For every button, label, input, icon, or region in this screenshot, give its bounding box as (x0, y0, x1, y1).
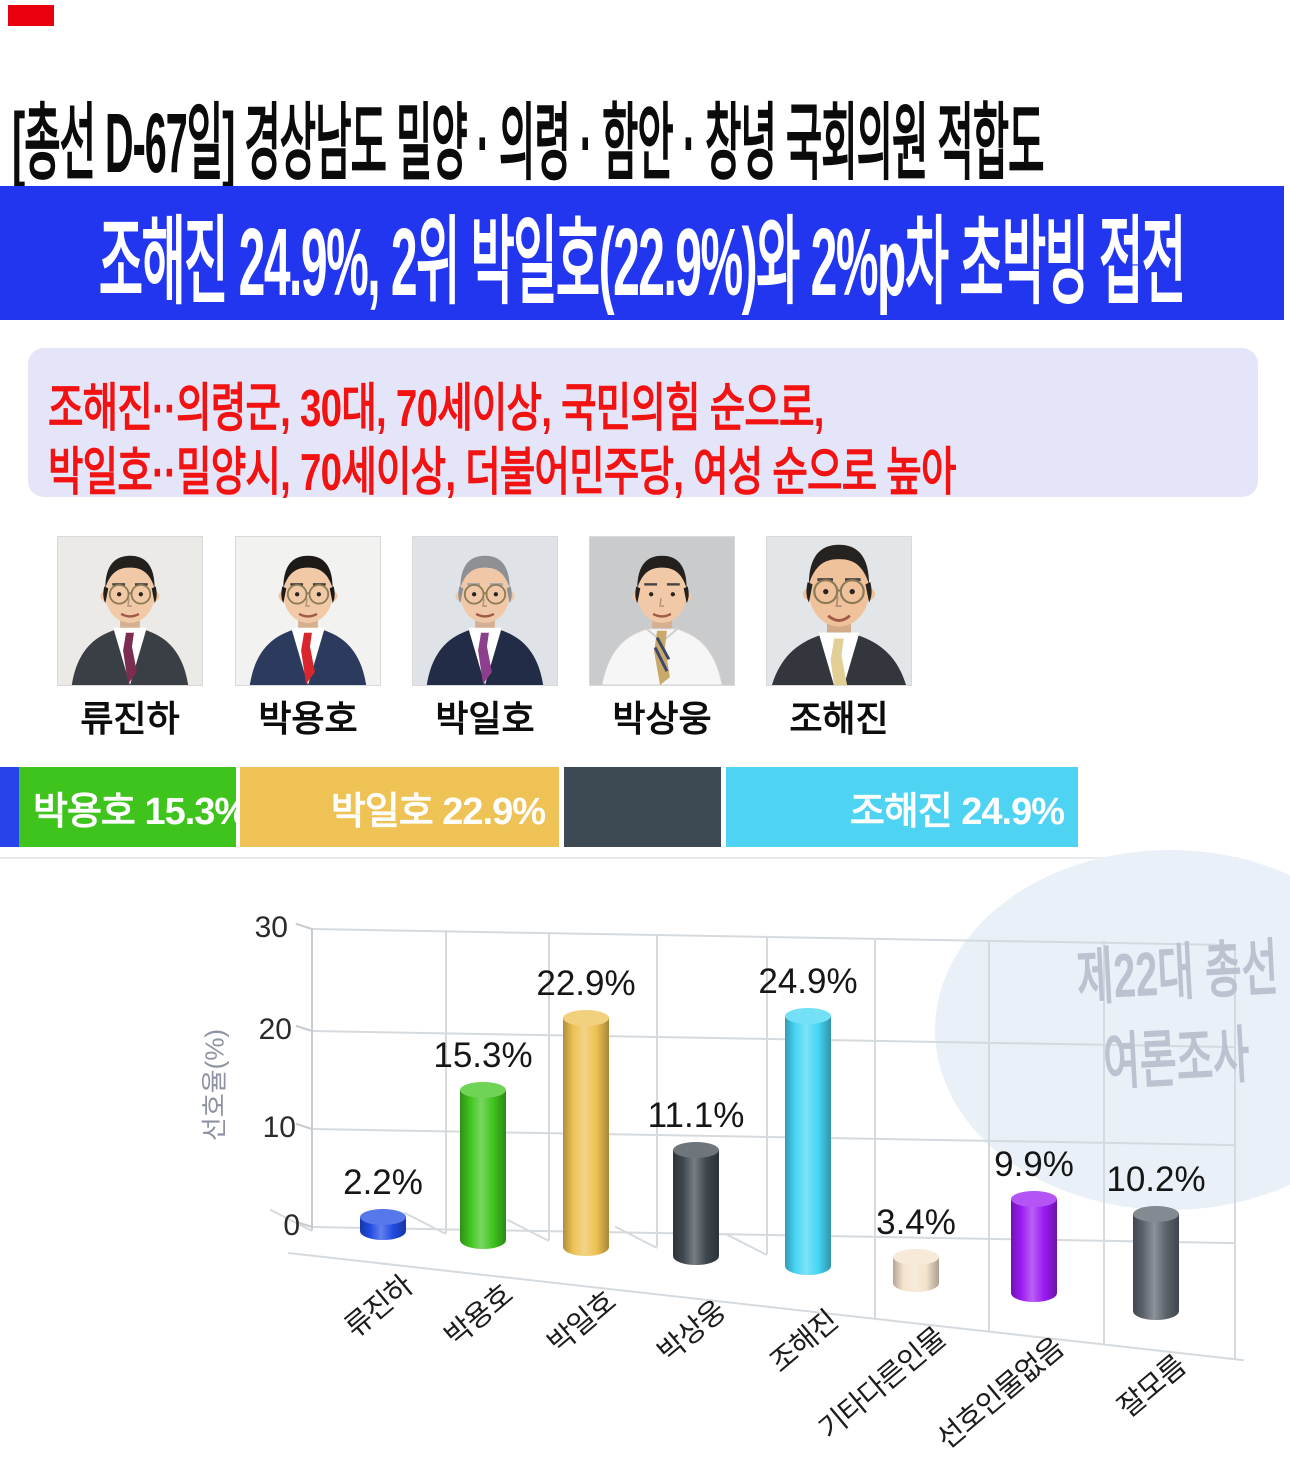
grid-vline (445, 930, 447, 1233)
y-tick-label: 10 (262, 1111, 296, 1144)
bar-value-label: 10.2% (1106, 1160, 1206, 1199)
candidate-photo (766, 536, 912, 686)
bar-value-label: 11.1% (647, 1096, 745, 1135)
grid-vline (874, 938, 876, 1318)
bar-cylinder (1133, 1214, 1179, 1320)
candidate-name: 조해진 (789, 698, 889, 739)
watermark-circle (935, 850, 1290, 1210)
category-label: 박일호 (542, 1286, 622, 1361)
bar-cylinder (785, 1016, 831, 1275)
summary-line-2: 박일호··밀양시, 70세이상, 더불어민주당, 여성 순으로 높아 (48, 444, 956, 502)
bar-value-label: 15.3% (433, 1036, 533, 1075)
grid-vline (766, 936, 768, 1254)
bar-cylinder-top (1133, 1206, 1179, 1222)
red-corner-mark (8, 5, 54, 26)
y-tick-label: 30 (254, 911, 288, 944)
candidate-photo (589, 536, 735, 686)
floor-depth-line (724, 1232, 768, 1256)
category-label: 조해진 (764, 1305, 844, 1380)
summary-box: 조해진··의령군, 30대, 70세이상, 국민의힘 순으로, 박일호··밀양시… (28, 348, 1258, 502)
bar-cylinder-top (1011, 1191, 1057, 1207)
bar-value-label: 2.2% (343, 1163, 423, 1202)
candidate-name: 박일호 (435, 698, 535, 739)
candidate-photo (235, 536, 381, 686)
page-title-text: [총선 D-67일] 경상남도 밀양 · 의령 · 함안 · 창녕 국회의원 적… (12, 96, 1045, 190)
stacked-bar-segment: 박일호 22.9% (240, 767, 559, 847)
headline-banner-text: 조해진 24.9%, 2위 박일호(22.9%)와 2%p차 초박빙 접전 (99, 208, 1186, 316)
bar-cylinder-top (563, 1010, 609, 1026)
grid-vline (1103, 941, 1105, 1344)
bar-cylinder-top (360, 1209, 406, 1225)
bar-cylinder-top (785, 1008, 831, 1024)
y-axis-line (311, 928, 313, 1230)
stacked-bar-segment (564, 767, 721, 847)
bar-cylinder-top (893, 1249, 939, 1265)
bar-value-label: 22.9% (536, 964, 636, 1003)
candidate-name: 류진하 (80, 698, 180, 739)
candidate-photo (57, 536, 203, 686)
bar-cylinder-top (673, 1142, 719, 1158)
grid-vline (656, 934, 658, 1247)
stacked-bar-segment: 박용호 15.3% (19, 767, 248, 847)
summary-line-1: 조해진··의령군, 30대, 70세이상, 국민의힘 순으로, (48, 380, 824, 438)
candidate-name: 박상웅 (612, 698, 712, 739)
y-axis-title: 선호율(%) (199, 1028, 230, 1142)
stacked-bar-segment-label: 조해진 24.9% (849, 790, 1065, 833)
grid-vline (988, 940, 990, 1331)
category-label: 잘모름 (1112, 1350, 1192, 1425)
bar-cylinder (563, 1018, 609, 1256)
watermark-text-line2: 여론조사 (1101, 1021, 1252, 1098)
y-tick-label: 20 (258, 1013, 292, 1046)
grid-vline (1234, 944, 1236, 1359)
bar-cylinder (1011, 1199, 1057, 1302)
section-divider (0, 857, 1238, 859)
y-tick-label: 0 (283, 1209, 300, 1242)
grid-vline (548, 932, 550, 1240)
bar-value-label: 9.9% (994, 1145, 1074, 1184)
axis-tick (295, 1024, 313, 1032)
bar-cylinder-top (460, 1082, 506, 1098)
grid-hline (310, 1226, 1236, 1245)
stacked-bar-segment-label: 박용호 15.3% (33, 790, 248, 833)
axis-tick (295, 1122, 313, 1130)
category-label: 류진하 (339, 1270, 419, 1345)
page-title: [총선 D-67일] 경상남도 밀양 · 의령 · 함안 · 창녕 국회의원 적… (12, 76, 1290, 197)
candidate-photo (412, 536, 558, 686)
category-label: 박용호 (439, 1279, 519, 1354)
bar-cylinder (673, 1150, 719, 1265)
floor-depth-line (403, 1211, 447, 1235)
bar-value-label: 24.9% (758, 962, 858, 1001)
candidate-name: 박용호 (258, 698, 358, 739)
bar-cylinder (460, 1090, 506, 1249)
floor-depth-line (614, 1225, 658, 1249)
bar-value-label: 3.4% (876, 1203, 956, 1242)
stacked-bar-segment: 조해진 24.9% (726, 767, 1078, 847)
stacked-bar-segment-label: 박일호 22.9% (330, 790, 546, 833)
headline-banner: 조해진 24.9%, 2위 박일호(22.9%)와 2%p차 초박빙 접전 (0, 186, 1284, 320)
axis-tick (295, 922, 313, 930)
